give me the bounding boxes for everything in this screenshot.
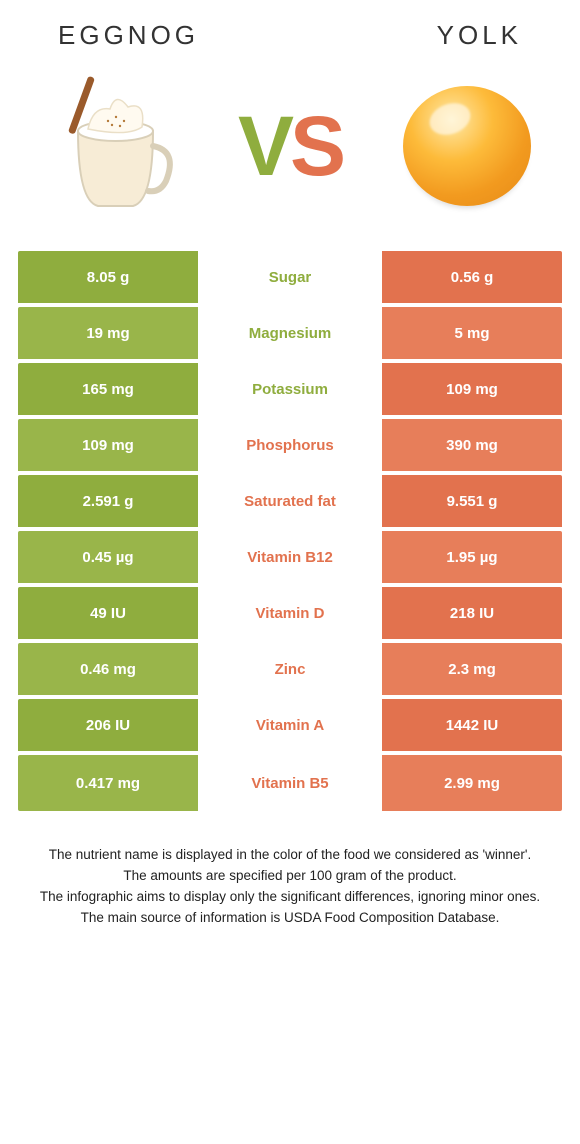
nutrient-label: Sugar xyxy=(198,251,382,307)
table-row: 0.417 mgVitamin B52.99 mg xyxy=(18,755,562,811)
eggnog-image xyxy=(38,71,188,221)
value-left: 109 mg xyxy=(18,419,198,475)
table-row: 0.45 µgVitamin B121.95 µg xyxy=(18,531,562,587)
value-right: 1442 IU xyxy=(382,699,562,755)
footer-line: The infographic aims to display only the… xyxy=(32,887,548,908)
title-right: Yolk xyxy=(437,20,522,51)
vs-v: V xyxy=(238,98,290,195)
nutrient-label: Vitamin A xyxy=(198,699,382,755)
footer-line: The main source of information is USDA F… xyxy=(32,908,548,929)
value-right: 109 mg xyxy=(382,363,562,419)
value-left: 0.45 µg xyxy=(18,531,198,587)
value-left: 19 mg xyxy=(18,307,198,363)
table-row: 0.46 mgZinc2.3 mg xyxy=(18,643,562,699)
nutrient-label: Zinc xyxy=(198,643,382,699)
nutrient-label: Vitamin D xyxy=(198,587,382,643)
value-right: 5 mg xyxy=(382,307,562,363)
table-row: 206 IUVitamin A1442 IU xyxy=(18,699,562,755)
footer-notes: The nutrient name is displayed in the co… xyxy=(18,811,562,929)
nutrient-label: Magnesium xyxy=(198,307,382,363)
value-left: 165 mg xyxy=(18,363,198,419)
value-left: 206 IU xyxy=(18,699,198,755)
value-right: 218 IU xyxy=(382,587,562,643)
nutrient-label: Saturated fat xyxy=(198,475,382,531)
value-left: 0.417 mg xyxy=(18,755,198,811)
value-left: 0.46 mg xyxy=(18,643,198,699)
value-right: 9.551 g xyxy=(382,475,562,531)
value-right: 390 mg xyxy=(382,419,562,475)
value-right: 1.95 µg xyxy=(382,531,562,587)
comparison-table: 8.05 gSugar0.56 g19 mgMagnesium5 mg165 m… xyxy=(18,251,562,811)
table-row: 49 IUVitamin D218 IU xyxy=(18,587,562,643)
hero: V S xyxy=(18,61,562,251)
nutrient-label: Vitamin B5 xyxy=(198,755,382,811)
nutrient-label: Vitamin B12 xyxy=(198,531,382,587)
value-left: 8.05 g xyxy=(18,251,198,307)
vs-label: V S xyxy=(238,98,342,195)
table-row: 165 mgPotassium109 mg xyxy=(18,363,562,419)
nutrient-label: Potassium xyxy=(198,363,382,419)
table-row: 109 mgPhosphorus390 mg xyxy=(18,419,562,475)
footer-line: The nutrient name is displayed in the co… xyxy=(32,845,548,866)
nutrient-label: Phosphorus xyxy=(198,419,382,475)
value-right: 2.99 mg xyxy=(382,755,562,811)
value-left: 49 IU xyxy=(18,587,198,643)
value-right: 2.3 mg xyxy=(382,643,562,699)
vs-s: S xyxy=(290,98,342,195)
table-row: 8.05 gSugar0.56 g xyxy=(18,251,562,307)
table-row: 2.591 gSaturated fat9.551 g xyxy=(18,475,562,531)
yolk-image xyxy=(392,71,542,221)
title-left: Eggnog xyxy=(58,20,199,51)
yolk-icon xyxy=(403,86,531,206)
value-right: 0.56 g xyxy=(382,251,562,307)
value-left: 2.591 g xyxy=(18,475,198,531)
footer-line: The amounts are specified per 100 gram o… xyxy=(32,866,548,887)
header: Eggnog Yolk xyxy=(18,20,562,51)
table-row: 19 mgMagnesium5 mg xyxy=(18,307,562,363)
